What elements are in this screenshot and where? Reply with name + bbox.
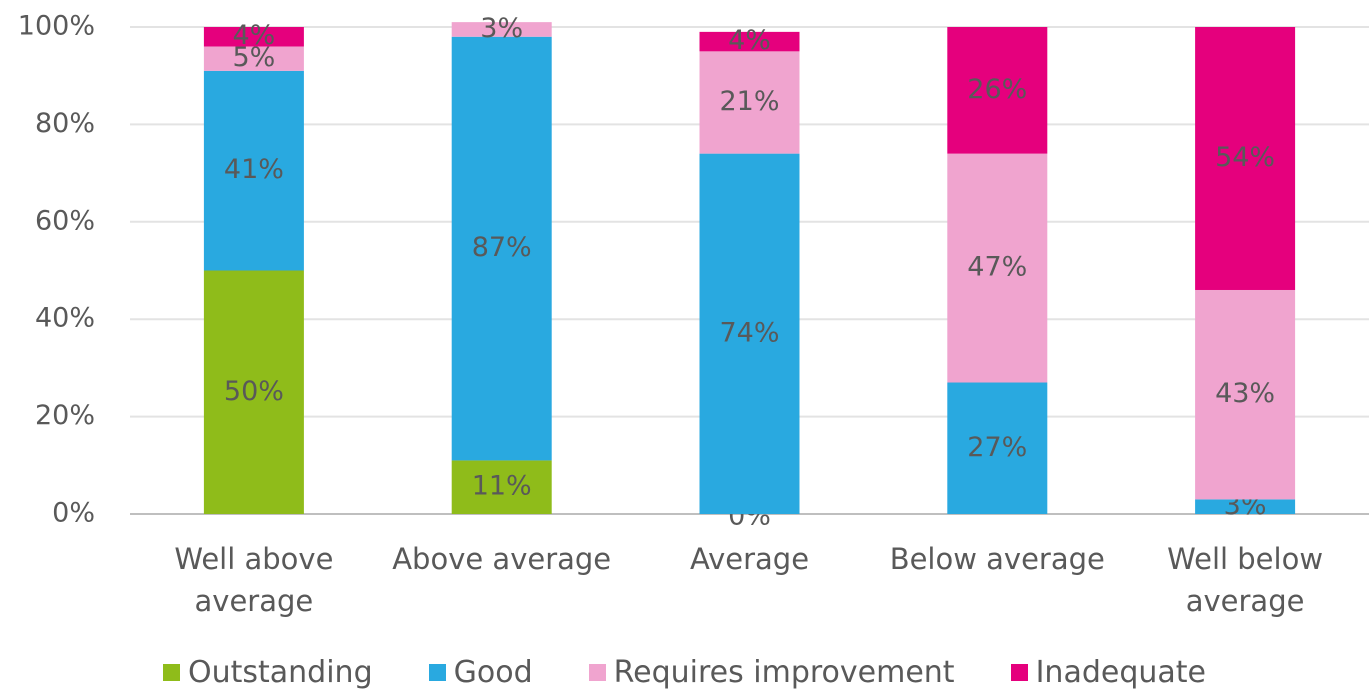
data-label: 3% xyxy=(480,13,523,44)
data-label: 5% xyxy=(232,42,275,73)
data-label: 27% xyxy=(967,432,1027,463)
legend-label: Outstanding xyxy=(188,655,373,690)
y-tick-label: 80% xyxy=(35,108,95,139)
y-tick-label: 20% xyxy=(35,400,95,431)
legend-label: Requires improvement xyxy=(613,655,955,690)
bar-segment xyxy=(451,22,552,37)
bar-segment xyxy=(699,31,800,52)
data-label: 26% xyxy=(967,74,1027,105)
data-label: 43% xyxy=(1215,378,1275,409)
bar-segment xyxy=(203,27,304,47)
bar-segment xyxy=(203,46,304,71)
y-tick-label: 40% xyxy=(35,303,95,334)
data-label: 87% xyxy=(472,232,532,263)
data-label: 54% xyxy=(1215,142,1275,173)
bar-segment xyxy=(451,460,552,514)
bar-segment xyxy=(203,70,304,271)
data-label: 21% xyxy=(719,86,779,117)
bar-segment xyxy=(1195,27,1296,290)
legend-item: Outstanding xyxy=(163,655,373,690)
x-tick-label: Average xyxy=(689,542,810,576)
x-tick-label: Well below average xyxy=(1167,542,1324,618)
legend-swatch xyxy=(588,664,606,681)
bar-segment xyxy=(947,27,1048,154)
data-label: 74% xyxy=(719,317,779,348)
bar-segment xyxy=(947,382,1048,514)
bar-segment xyxy=(451,36,552,461)
data-label: 41% xyxy=(224,154,284,185)
bar-segment xyxy=(1195,499,1296,514)
bar-segment xyxy=(1195,289,1296,500)
legend-swatch xyxy=(1010,664,1028,681)
data-label: 11% xyxy=(472,471,532,502)
data-label: 4% xyxy=(232,20,275,51)
data-label: 4% xyxy=(728,25,771,56)
bar-segment xyxy=(699,51,800,154)
y-tick-label: 0% xyxy=(52,498,95,529)
legend-item: Requires improvement xyxy=(588,655,955,690)
x-tick-label: Well above average xyxy=(174,542,334,618)
bar-segment xyxy=(699,153,800,514)
x-tick-label: Below average xyxy=(889,542,1105,576)
legend: Outstanding Good Requires improvement Inade… xyxy=(0,655,1369,690)
legend-item: Good xyxy=(428,655,533,690)
y-tick-label: 100% xyxy=(18,11,95,42)
legend-item: Inadequate xyxy=(1010,655,1206,690)
data-label: 50% xyxy=(224,376,284,407)
data-label: 47% xyxy=(967,252,1027,283)
bar-segment xyxy=(203,270,304,514)
legend-swatch xyxy=(163,664,180,681)
legend-label: Inadequate xyxy=(1035,655,1206,690)
legend-label: Good xyxy=(453,655,533,690)
chart: 0%20%40%60%80%100%50%41%5%4%11%87%3%0%74… xyxy=(18,11,1369,532)
y-tick-label: 60% xyxy=(35,205,95,236)
x-tick-label: Above average xyxy=(392,542,612,576)
legend-swatch xyxy=(428,664,446,681)
bar-segment xyxy=(947,153,1048,383)
